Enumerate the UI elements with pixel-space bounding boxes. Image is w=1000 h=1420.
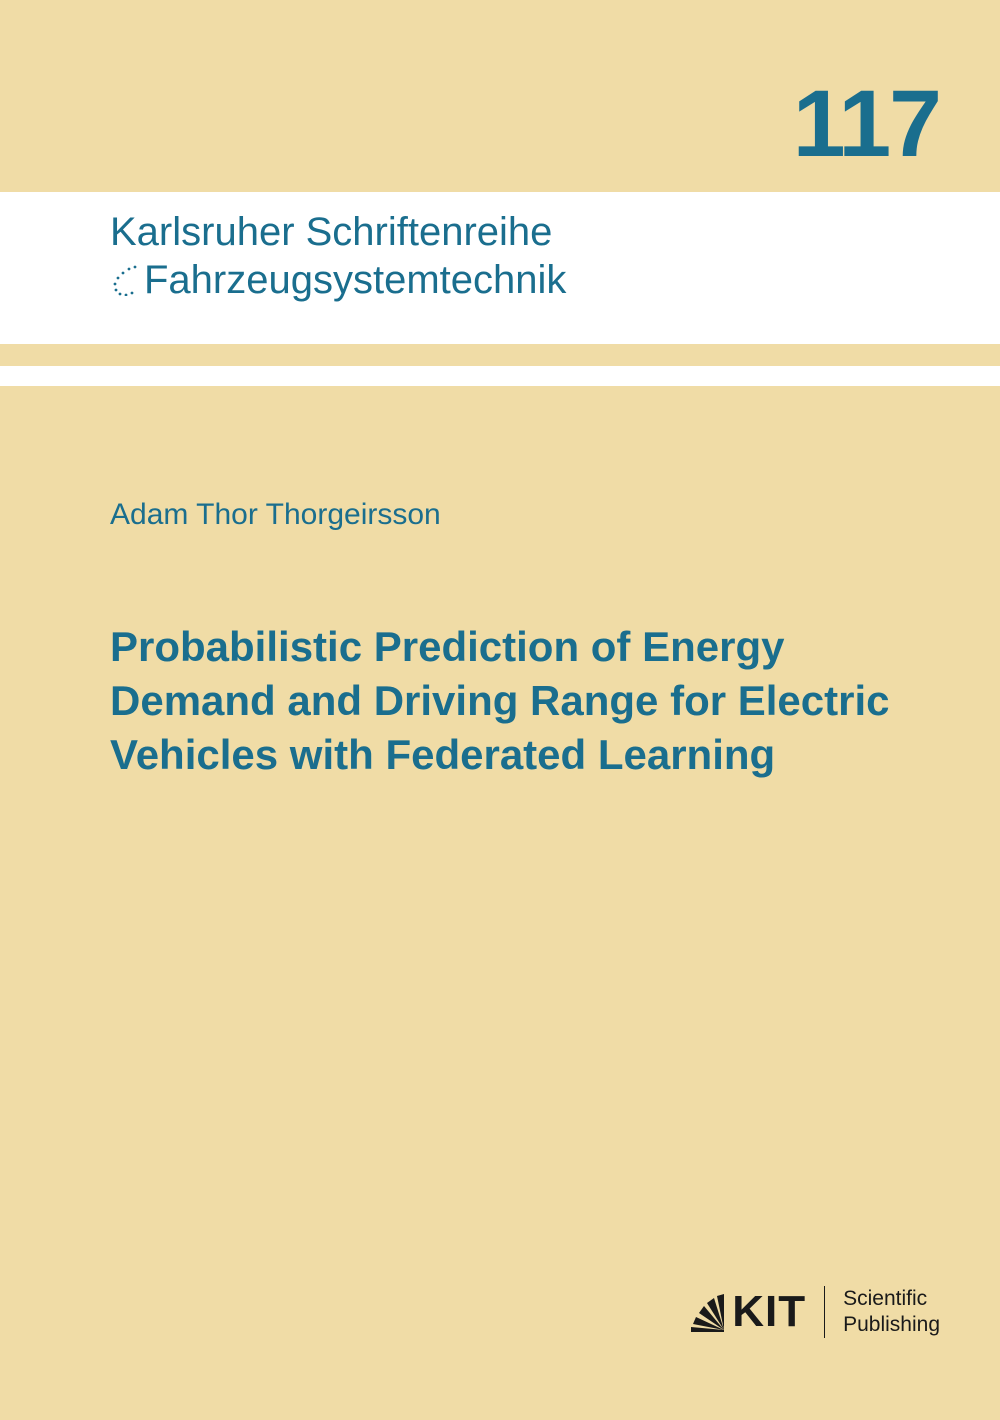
series-title-line2-text: Fahrzeugsystemtechnik — [144, 258, 566, 302]
book-title: Probabilistic Prediction of Energy Deman… — [110, 620, 890, 781]
series-title: Karlsruher Schriftenreihe Fahrzeugsystem… — [110, 208, 566, 304]
series-title-line2: Fahrzeugsystemtechnik — [144, 256, 566, 304]
white-gap — [0, 366, 1000, 386]
book-cover: 117 Karlsruher Schriftenreihe Fahrzeugsy… — [0, 0, 1000, 1420]
main-cream-section — [0, 386, 1000, 1420]
publisher-block: KIT Scientific Publishing — [684, 1286, 940, 1339]
publisher-line1: Scientific — [843, 1286, 940, 1312]
dotted-arc-icon — [110, 264, 140, 296]
thin-cream-band — [0, 344, 1000, 366]
author-name: Adam Thor Thorgeirsson — [110, 498, 441, 532]
publisher-name: Scientific Publishing — [824, 1286, 940, 1339]
fan-icon — [684, 1290, 728, 1334]
kit-logo-text: KIT — [732, 1287, 806, 1337]
kit-logo: KIT — [684, 1287, 806, 1337]
publisher-line2: Publishing — [843, 1312, 940, 1338]
volume-number: 117 — [793, 70, 940, 179]
series-title-line1: Karlsruher Schriftenreihe — [110, 208, 566, 256]
